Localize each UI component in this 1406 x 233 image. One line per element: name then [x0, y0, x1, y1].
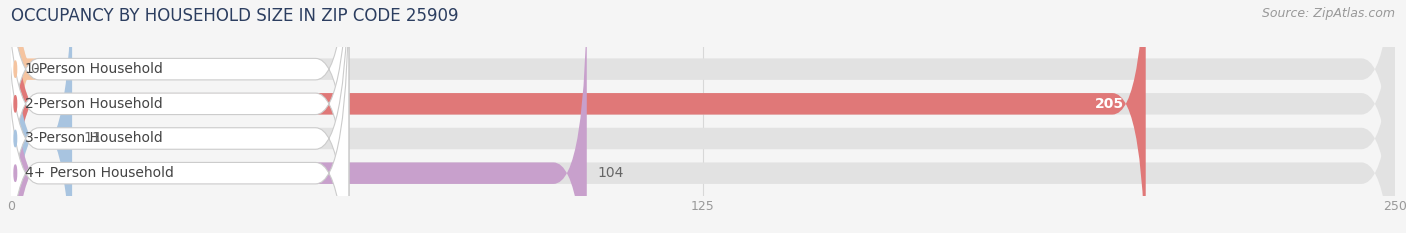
Text: 104: 104: [598, 166, 624, 180]
FancyBboxPatch shape: [11, 0, 1395, 233]
Circle shape: [14, 61, 17, 77]
FancyBboxPatch shape: [6, 0, 349, 233]
FancyBboxPatch shape: [6, 0, 349, 233]
FancyBboxPatch shape: [6, 0, 349, 233]
Circle shape: [14, 165, 17, 181]
Text: Source: ZipAtlas.com: Source: ZipAtlas.com: [1261, 7, 1395, 20]
Text: OCCUPANCY BY HOUSEHOLD SIZE IN ZIP CODE 25909: OCCUPANCY BY HOUSEHOLD SIZE IN ZIP CODE …: [11, 7, 458, 25]
Text: 3-Person Household: 3-Person Household: [25, 131, 163, 145]
FancyBboxPatch shape: [11, 0, 72, 233]
FancyBboxPatch shape: [11, 0, 586, 233]
Text: 4+ Person Household: 4+ Person Household: [25, 166, 174, 180]
Circle shape: [14, 130, 17, 147]
Text: 2-Person Household: 2-Person Household: [25, 97, 163, 111]
Text: 0: 0: [31, 62, 39, 76]
FancyBboxPatch shape: [0, 0, 45, 233]
Text: 1-Person Household: 1-Person Household: [25, 62, 163, 76]
FancyBboxPatch shape: [6, 0, 349, 233]
Text: 11: 11: [83, 131, 101, 145]
Circle shape: [14, 96, 17, 112]
FancyBboxPatch shape: [11, 0, 1395, 233]
FancyBboxPatch shape: [11, 0, 1395, 233]
FancyBboxPatch shape: [11, 0, 1395, 233]
FancyBboxPatch shape: [11, 0, 1146, 233]
Text: 205: 205: [1094, 97, 1123, 111]
